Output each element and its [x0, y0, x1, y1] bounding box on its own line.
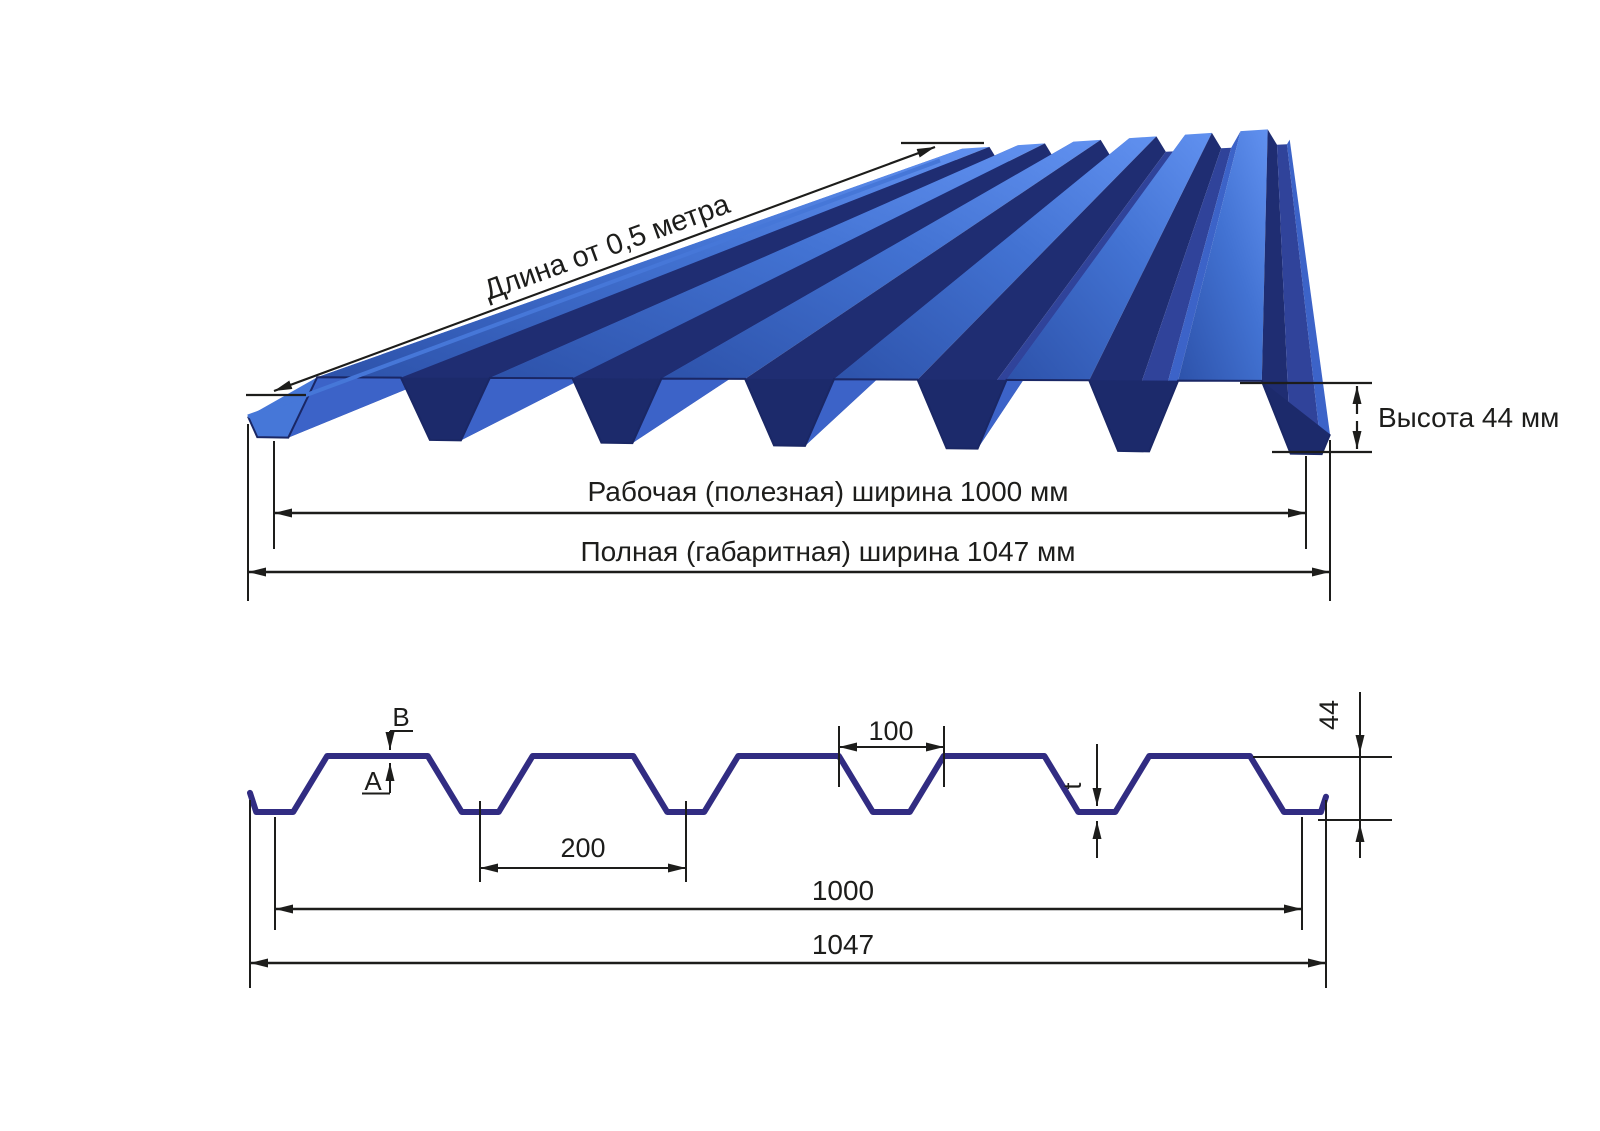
dim1047-label: 1047	[812, 929, 874, 960]
rib-right-slope-face	[917, 136, 1166, 449]
b-label: B	[392, 702, 409, 732]
labels-cross-section: B A 100 t 44 200 1000 1047	[364, 700, 1344, 960]
front-edge-lit-face	[248, 377, 318, 438]
rib-top-face	[1178, 129, 1268, 381]
working-width-label: Рабочая (полезная) ширина 1000 мм	[588, 476, 1069, 507]
rib-left-slope-face	[1149, 131, 1241, 452]
dim1000-label: 1000	[812, 875, 874, 906]
annotations-3d	[246, 141, 1372, 601]
rib-left-slope-face	[1287, 139, 1330, 455]
overall-width-label: Полная (габаритная) ширина 1047 мм	[581, 536, 1076, 567]
rib-right-slope-face	[1261, 129, 1291, 454]
dim100-label: 100	[868, 716, 913, 746]
rib-right-slope-face	[1089, 132, 1222, 451]
height-label: Высота 44 мм	[1378, 402, 1559, 433]
dim200-label: 200	[560, 833, 605, 863]
length-dim-line	[273, 145, 936, 393]
front-valley-cavity	[1261, 380, 1330, 455]
valley-bottom-face	[1277, 144, 1322, 455]
cross-section-profile	[247, 753, 1329, 815]
valley-bottom-face	[946, 151, 1176, 449]
annotations-cross-section	[249, 692, 1392, 988]
profile-outline	[247, 753, 1329, 815]
valley-bottom-face	[1118, 147, 1232, 452]
dim44-label: 44	[1314, 700, 1344, 730]
thickness-label: t	[1059, 782, 1087, 789]
a-label: A	[364, 766, 382, 796]
front-edge-outline	[247, 376, 1331, 456]
rib-top-face	[1006, 132, 1212, 381]
